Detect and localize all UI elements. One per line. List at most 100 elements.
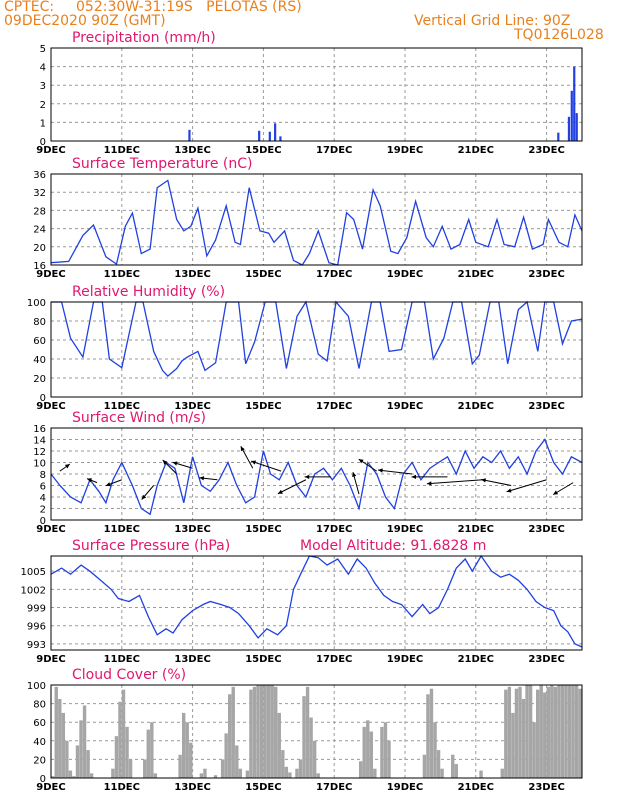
wind-vector-head	[277, 489, 283, 494]
rh-xtick-label: 17DEC	[316, 401, 352, 412]
cloud-ytick-label: 40	[33, 737, 46, 748]
header-grid-note: Vertical Grid Line: 90Z	[414, 13, 571, 29]
wind-title: Surface Wind (m/s)	[72, 410, 206, 426]
cloud-bar	[281, 750, 285, 778]
wind-vector-head	[481, 478, 486, 483]
precip-panel: 0 1 2 3 4 5 9DEC 11DEC 13DEC 15DEC 17DEC 19DEC 21DEC…	[36, 30, 583, 156]
wind-vector-head	[162, 460, 168, 465]
cloud-bar	[553, 686, 558, 778]
cloud-bar	[567, 685, 572, 778]
cloud-panel: 0 20 40 60 80 100 9DEC 11DEC 13DEC 15DEC 17DEC 19DE…	[27, 667, 583, 793]
cloud-bar	[51, 776, 55, 778]
temp-xtick-label: 9DEC	[36, 269, 65, 280]
rh-ytick-label: 0	[40, 393, 46, 404]
precip-xtick-label: 11DEC	[104, 145, 140, 156]
wind-vector-head	[199, 476, 205, 481]
precip-bar	[268, 131, 271, 141]
cloud-bar	[231, 686, 235, 778]
wind-vector-head	[553, 490, 559, 495]
cloud-bar	[504, 689, 508, 778]
cloud-ytick-label: 0	[40, 774, 46, 785]
cloud-bar	[228, 694, 232, 778]
cloud-bar	[574, 685, 579, 778]
cloud-bar	[426, 694, 430, 778]
wind-xtick-label: 13DEC	[174, 524, 210, 535]
temp-xtick-label: 13DEC	[174, 269, 210, 280]
cloud-bar	[451, 754, 455, 778]
precip-bar	[274, 123, 277, 141]
cloud-bar	[550, 685, 554, 778]
cloud-bar	[429, 688, 434, 778]
press-xtick-label: 17DEC	[316, 654, 352, 665]
cloud-bar	[118, 701, 122, 778]
cloud-bar	[433, 722, 437, 778]
precip-bar	[258, 130, 261, 141]
cloud-bar	[121, 689, 126, 778]
cloud-bar	[525, 685, 529, 778]
cloud-bar	[111, 768, 115, 778]
wind-vector-head	[426, 481, 432, 486]
cloud-bar	[288, 772, 292, 778]
rh-xtick-label: 23DEC	[528, 401, 564, 412]
precip-xtick-label: 23DEC	[528, 145, 564, 156]
cloud-bar	[68, 770, 73, 778]
press-ytick-label: 996	[27, 622, 46, 633]
cloud-bar	[571, 685, 575, 778]
cloud-bar	[309, 717, 313, 778]
precip-bar	[279, 136, 282, 141]
cloud-bar	[564, 685, 568, 778]
cloud-bar	[185, 722, 189, 778]
cloud-bar	[86, 750, 90, 778]
cloud-bar	[199, 773, 204, 778]
cloud-ytick-label: 20	[33, 755, 46, 766]
press-xtick-label: 23DEC	[528, 654, 564, 665]
cloud-bar	[266, 685, 271, 778]
wind-ytick-label: 10	[33, 459, 46, 470]
cloud-bar	[546, 686, 550, 778]
precip-ytick-label: 3	[40, 81, 46, 92]
wind-ytick-label: 6	[40, 482, 46, 493]
cloud-bar	[302, 696, 306, 778]
cloud-xtick-label: 13DEC	[174, 782, 210, 793]
cloud-ytick-label: 100	[27, 681, 46, 692]
cloud-bar	[128, 759, 133, 778]
temp-frame	[50, 173, 583, 266]
cloud-bar	[277, 712, 281, 778]
precip-bar	[573, 66, 576, 141]
header-source: CPTEC:	[4, 0, 55, 15]
wind-vector-head	[352, 472, 357, 477]
cloud-bar	[150, 722, 154, 778]
rh-title: Relative Humidity (%)	[72, 284, 225, 300]
cloud-bar	[65, 740, 69, 778]
temp-ytick-label: 16	[33, 261, 46, 272]
wind-xtick-label: 23DEC	[528, 524, 564, 535]
wind-vector	[426, 479, 483, 485]
rh-xtick-label: 13DEC	[174, 401, 210, 412]
cloud-bar	[143, 759, 147, 778]
cloud-bar	[543, 692, 547, 778]
cloud-bar	[305, 686, 310, 778]
rh-xtick-label: 21DEC	[458, 401, 494, 412]
precip-ytick-label: 2	[40, 100, 46, 111]
cloud-bar	[532, 722, 536, 778]
cloud-bar	[270, 685, 274, 778]
temp-ytick-label: 36	[33, 170, 46, 181]
rh-ytick-label: 80	[33, 317, 46, 328]
header-location: 052:30W-31:19S PELOTAS (RS)	[76, 0, 302, 15]
cloud-bar	[312, 740, 317, 778]
precip-ytick-label: 0	[40, 137, 46, 148]
temp-title: Surface Temperature (nC)	[72, 156, 253, 172]
cloud-bar	[79, 720, 83, 778]
precip-xtick-label: 21DEC	[458, 145, 494, 156]
cloud-xtick-label: 11DEC	[104, 782, 140, 793]
precip-bar	[567, 116, 571, 141]
temp-series-line	[50, 179, 583, 266]
temp-xtick-label: 23DEC	[528, 269, 564, 280]
press-xtick-label: 21DEC	[458, 654, 494, 665]
cloud-bar	[263, 685, 267, 778]
rh-xtick-label: 15DEC	[245, 401, 281, 412]
temp-ytick-label: 24	[33, 225, 46, 236]
cloud-bar	[454, 764, 458, 778]
cloud-bar	[383, 722, 388, 778]
